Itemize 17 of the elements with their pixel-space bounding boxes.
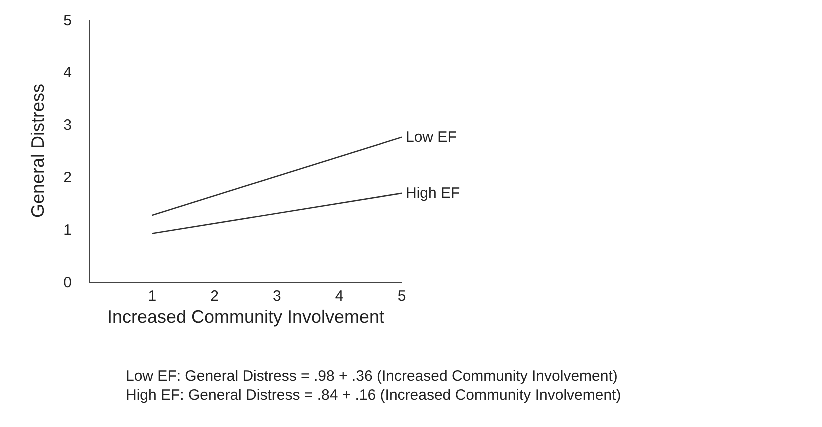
y-tick-label: 1 xyxy=(64,222,72,239)
series-label: Low EF xyxy=(406,129,457,146)
x-axis-title: Increased Community Involvement xyxy=(107,307,385,328)
y-tick-label: 4 xyxy=(64,64,72,82)
y-tick-label: 3 xyxy=(64,117,72,134)
series-label: High EF xyxy=(406,185,460,202)
y-axis-title: General Distress xyxy=(28,84,48,218)
y-tick-label: 5 xyxy=(64,12,72,30)
x-tick-label: 1 xyxy=(148,288,157,305)
x-tick-label: 3 xyxy=(273,288,282,305)
x-tick-label: 4 xyxy=(335,288,344,305)
text: Low EF: General Distress = .98 + .36 (Increased Community Involvement) xyxy=(126,368,618,385)
y-tick-label: 0 xyxy=(64,274,72,292)
y-tick-label: 2 xyxy=(64,169,72,186)
x-tick-label: 5 xyxy=(398,288,406,305)
x-tick-label: 2 xyxy=(210,288,219,305)
text: High EF: General Distress = .84 + .16 (Increased Community Involvement) xyxy=(126,387,622,404)
